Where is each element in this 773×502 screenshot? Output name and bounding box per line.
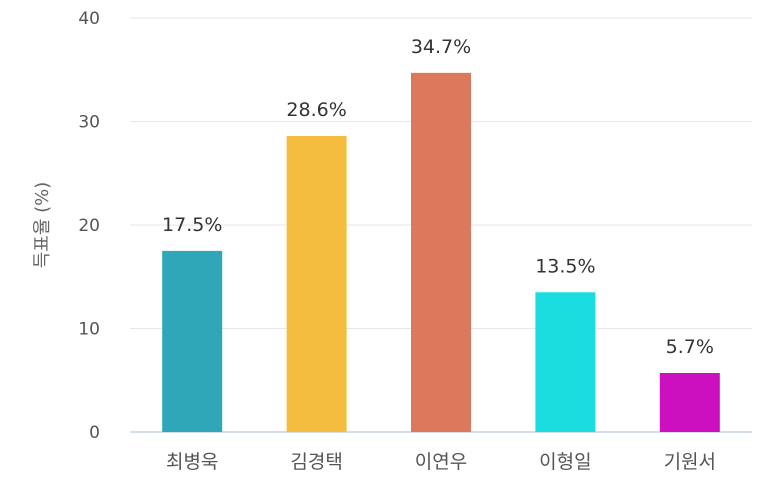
y-axis-title: 득표율 (%) <box>32 182 53 269</box>
bar <box>286 135 347 433</box>
y-tick-label: 40 <box>78 9 100 29</box>
bar <box>535 292 596 432</box>
y-tick-label: 20 <box>78 216 100 236</box>
x-tick-label: 기원서 <box>664 451 716 473</box>
y-tick-label: 30 <box>78 113 100 133</box>
bar <box>411 72 471 432</box>
x-tick-label: 김경택 <box>290 451 342 473</box>
x-tick-label: 이연우 <box>415 451 467 473</box>
data-label: 17.5% <box>162 214 222 236</box>
x-tick-label: 이형일 <box>539 451 591 473</box>
x-axis-labels: 최병욱 김경택 이연우 이형일 기원서 <box>166 451 716 473</box>
data-label: 28.6% <box>286 99 346 121</box>
y-tick-label: 0 <box>89 423 100 443</box>
bar <box>659 373 720 432</box>
bar <box>162 250 223 432</box>
data-labels: 17.5% 28.6% 34.7% 13.5% 5.7% <box>162 36 714 358</box>
y-axis-ticks: 0 10 20 30 40 <box>78 9 100 443</box>
bars <box>162 72 720 433</box>
y-tick-label: 10 <box>78 320 100 340</box>
data-label: 13.5% <box>535 255 595 277</box>
x-tick-label: 최병욱 <box>166 451 218 473</box>
data-label: 5.7% <box>666 336 714 358</box>
data-label: 34.7% <box>411 36 471 58</box>
